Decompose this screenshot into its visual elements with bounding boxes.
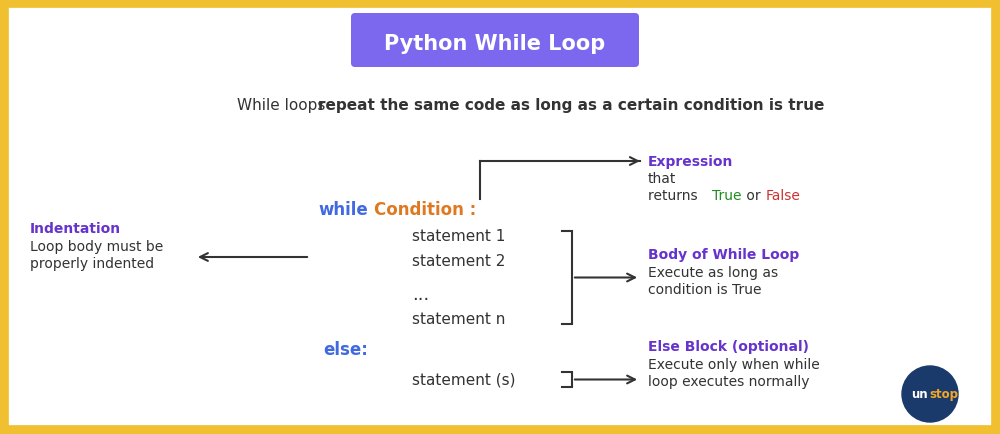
Text: Execute as long as: Execute as long as	[648, 265, 778, 279]
Text: Indentation: Indentation	[30, 221, 121, 236]
Circle shape	[902, 366, 958, 422]
Text: or: or	[742, 188, 765, 203]
Text: ...: ...	[412, 285, 429, 303]
Text: False: False	[766, 188, 801, 203]
Text: returns: returns	[648, 188, 702, 203]
Text: statement (s): statement (s)	[412, 372, 516, 387]
Text: Execute only when while: Execute only when while	[648, 357, 820, 371]
Text: un: un	[911, 388, 928, 401]
Text: while: while	[318, 201, 368, 218]
Text: condition is True: condition is True	[648, 283, 762, 296]
Text: True: True	[712, 188, 742, 203]
Text: statement n: statement n	[412, 312, 505, 327]
Text: loop executes normally: loop executes normally	[648, 374, 810, 388]
Text: statement 2: statement 2	[412, 254, 505, 269]
Text: Body of While Loop: Body of While Loop	[648, 247, 799, 261]
Text: Expression: Expression	[648, 155, 733, 169]
FancyBboxPatch shape	[351, 14, 639, 68]
Text: else:: else:	[323, 340, 368, 358]
Text: Loop body must be: Loop body must be	[30, 240, 163, 253]
Text: statement 1: statement 1	[412, 229, 505, 244]
Text: stop: stop	[929, 388, 958, 401]
Text: Else Block (optional): Else Block (optional)	[648, 339, 809, 353]
Text: Python While Loop: Python While Loop	[384, 34, 606, 54]
Text: Condition :: Condition :	[374, 201, 476, 218]
Text: that: that	[648, 171, 676, 186]
Text: repeat the same code as long as a certain condition is true: repeat the same code as long as a certai…	[318, 98, 824, 113]
Text: While loops: While loops	[237, 98, 330, 113]
Text: properly indented: properly indented	[30, 256, 154, 270]
